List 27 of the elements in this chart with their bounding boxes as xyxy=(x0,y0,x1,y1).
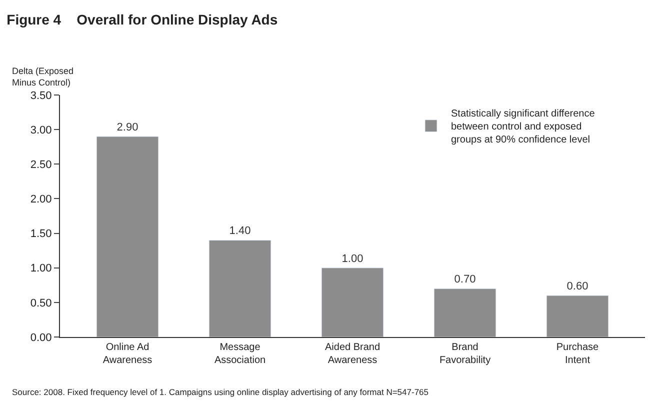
y-tick-label: 0.00 xyxy=(30,332,52,344)
chart-title: Figure 4 Overall for Online Display Ads xyxy=(6,11,278,28)
y-tick-label: 2.50 xyxy=(30,158,52,171)
x-tick-label: Online Ad Awareness xyxy=(102,342,152,366)
source-note: Source: 2008. Fixed frequency level of 1. Campaigns using online display advertising of any format N=547-765 xyxy=(12,387,429,397)
x-tick-label: Brand Favorability xyxy=(439,342,491,366)
y-tick-label: 1.00 xyxy=(30,262,52,275)
y-tick-label: 2.00 xyxy=(30,194,52,206)
y-axis-title: Delta (Exposed Minus Control) xyxy=(12,66,74,88)
y-tick-label: 3.00 xyxy=(30,124,52,136)
text: 0.60 xyxy=(566,280,588,293)
bar xyxy=(208,240,272,337)
x-tick-label: Message Association xyxy=(214,342,266,366)
legend-label: Statistically significant difference between control and exposed groups at 90% confidence level xyxy=(451,108,596,146)
text: 1.40 xyxy=(229,225,251,238)
y-tick-label: 0.50 xyxy=(30,297,52,310)
text: 1.00 xyxy=(342,252,364,265)
text: 2.90 xyxy=(116,121,138,134)
y-tick-label: 1.50 xyxy=(30,228,52,240)
bar xyxy=(96,136,159,337)
bar xyxy=(434,288,496,337)
x-tick-label: Purchase Intent xyxy=(556,342,600,366)
y-tick-label: 3.50 xyxy=(30,90,52,102)
bar xyxy=(546,295,609,337)
bar xyxy=(321,268,384,337)
x-tick-label: Aided Brand Awareness xyxy=(324,342,380,366)
text: 0.70 xyxy=(454,274,476,286)
